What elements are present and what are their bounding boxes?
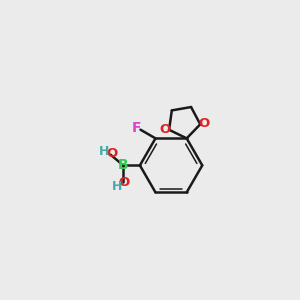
Text: H: H — [112, 180, 122, 193]
Text: O: O — [119, 176, 130, 189]
Text: H: H — [99, 146, 109, 158]
Text: O: O — [159, 123, 171, 136]
Text: O: O — [106, 148, 117, 160]
Text: O: O — [199, 117, 210, 130]
Text: B: B — [118, 158, 129, 172]
Text: F: F — [132, 121, 142, 135]
